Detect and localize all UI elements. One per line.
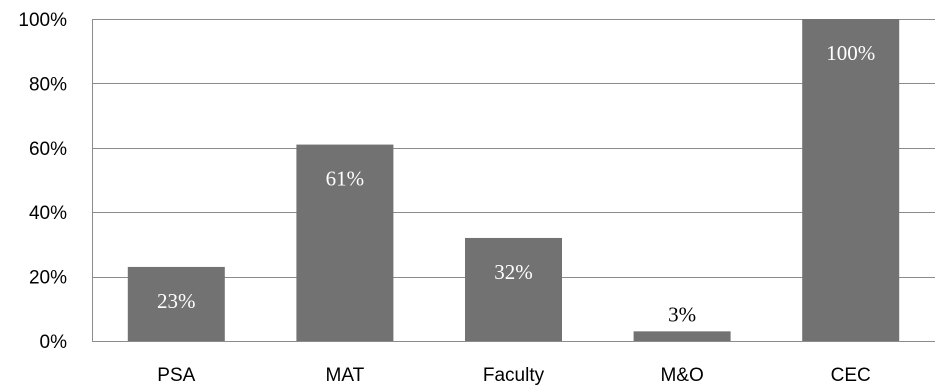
data-label: 23%: [157, 289, 196, 313]
y-tick-labels: 0% 20% 40% 60% 80% 100%: [18, 10, 67, 353]
y-tick-label: 20%: [29, 268, 67, 289]
x-tick-label: PSA: [157, 365, 195, 386]
y-tick-label: 100%: [18, 10, 67, 31]
y-tick-label: 0%: [40, 332, 68, 353]
bars: [127, 19, 900, 341]
bar-mat: [296, 144, 394, 341]
bar-faculty: [465, 237, 562, 341]
bar-m-o: [633, 331, 731, 341]
bar-psa: [127, 266, 225, 341]
x-tick-labels: PSA MAT Faculty M&O CEC: [157, 365, 870, 386]
data-labels: 23% 61% 32% 3% 100%: [157, 41, 875, 326]
data-label: 61%: [326, 167, 365, 191]
data-label: 100%: [826, 41, 875, 65]
y-tick-label: 60%: [29, 139, 67, 160]
data-label: 3%: [668, 302, 696, 326]
data-label: 32%: [494, 260, 533, 284]
axes: [92, 19, 935, 342]
gridlines: [92, 19, 935, 278]
x-tick-label: Faculty: [483, 365, 545, 386]
x-tick-label: CEC: [831, 365, 871, 386]
y-tick-label: 40%: [29, 203, 67, 224]
x-tick-label: MAT: [326, 365, 365, 386]
x-tick-label: M&O: [660, 365, 703, 386]
bar-cec: [802, 19, 900, 341]
y-tick-label: 80%: [29, 74, 67, 95]
